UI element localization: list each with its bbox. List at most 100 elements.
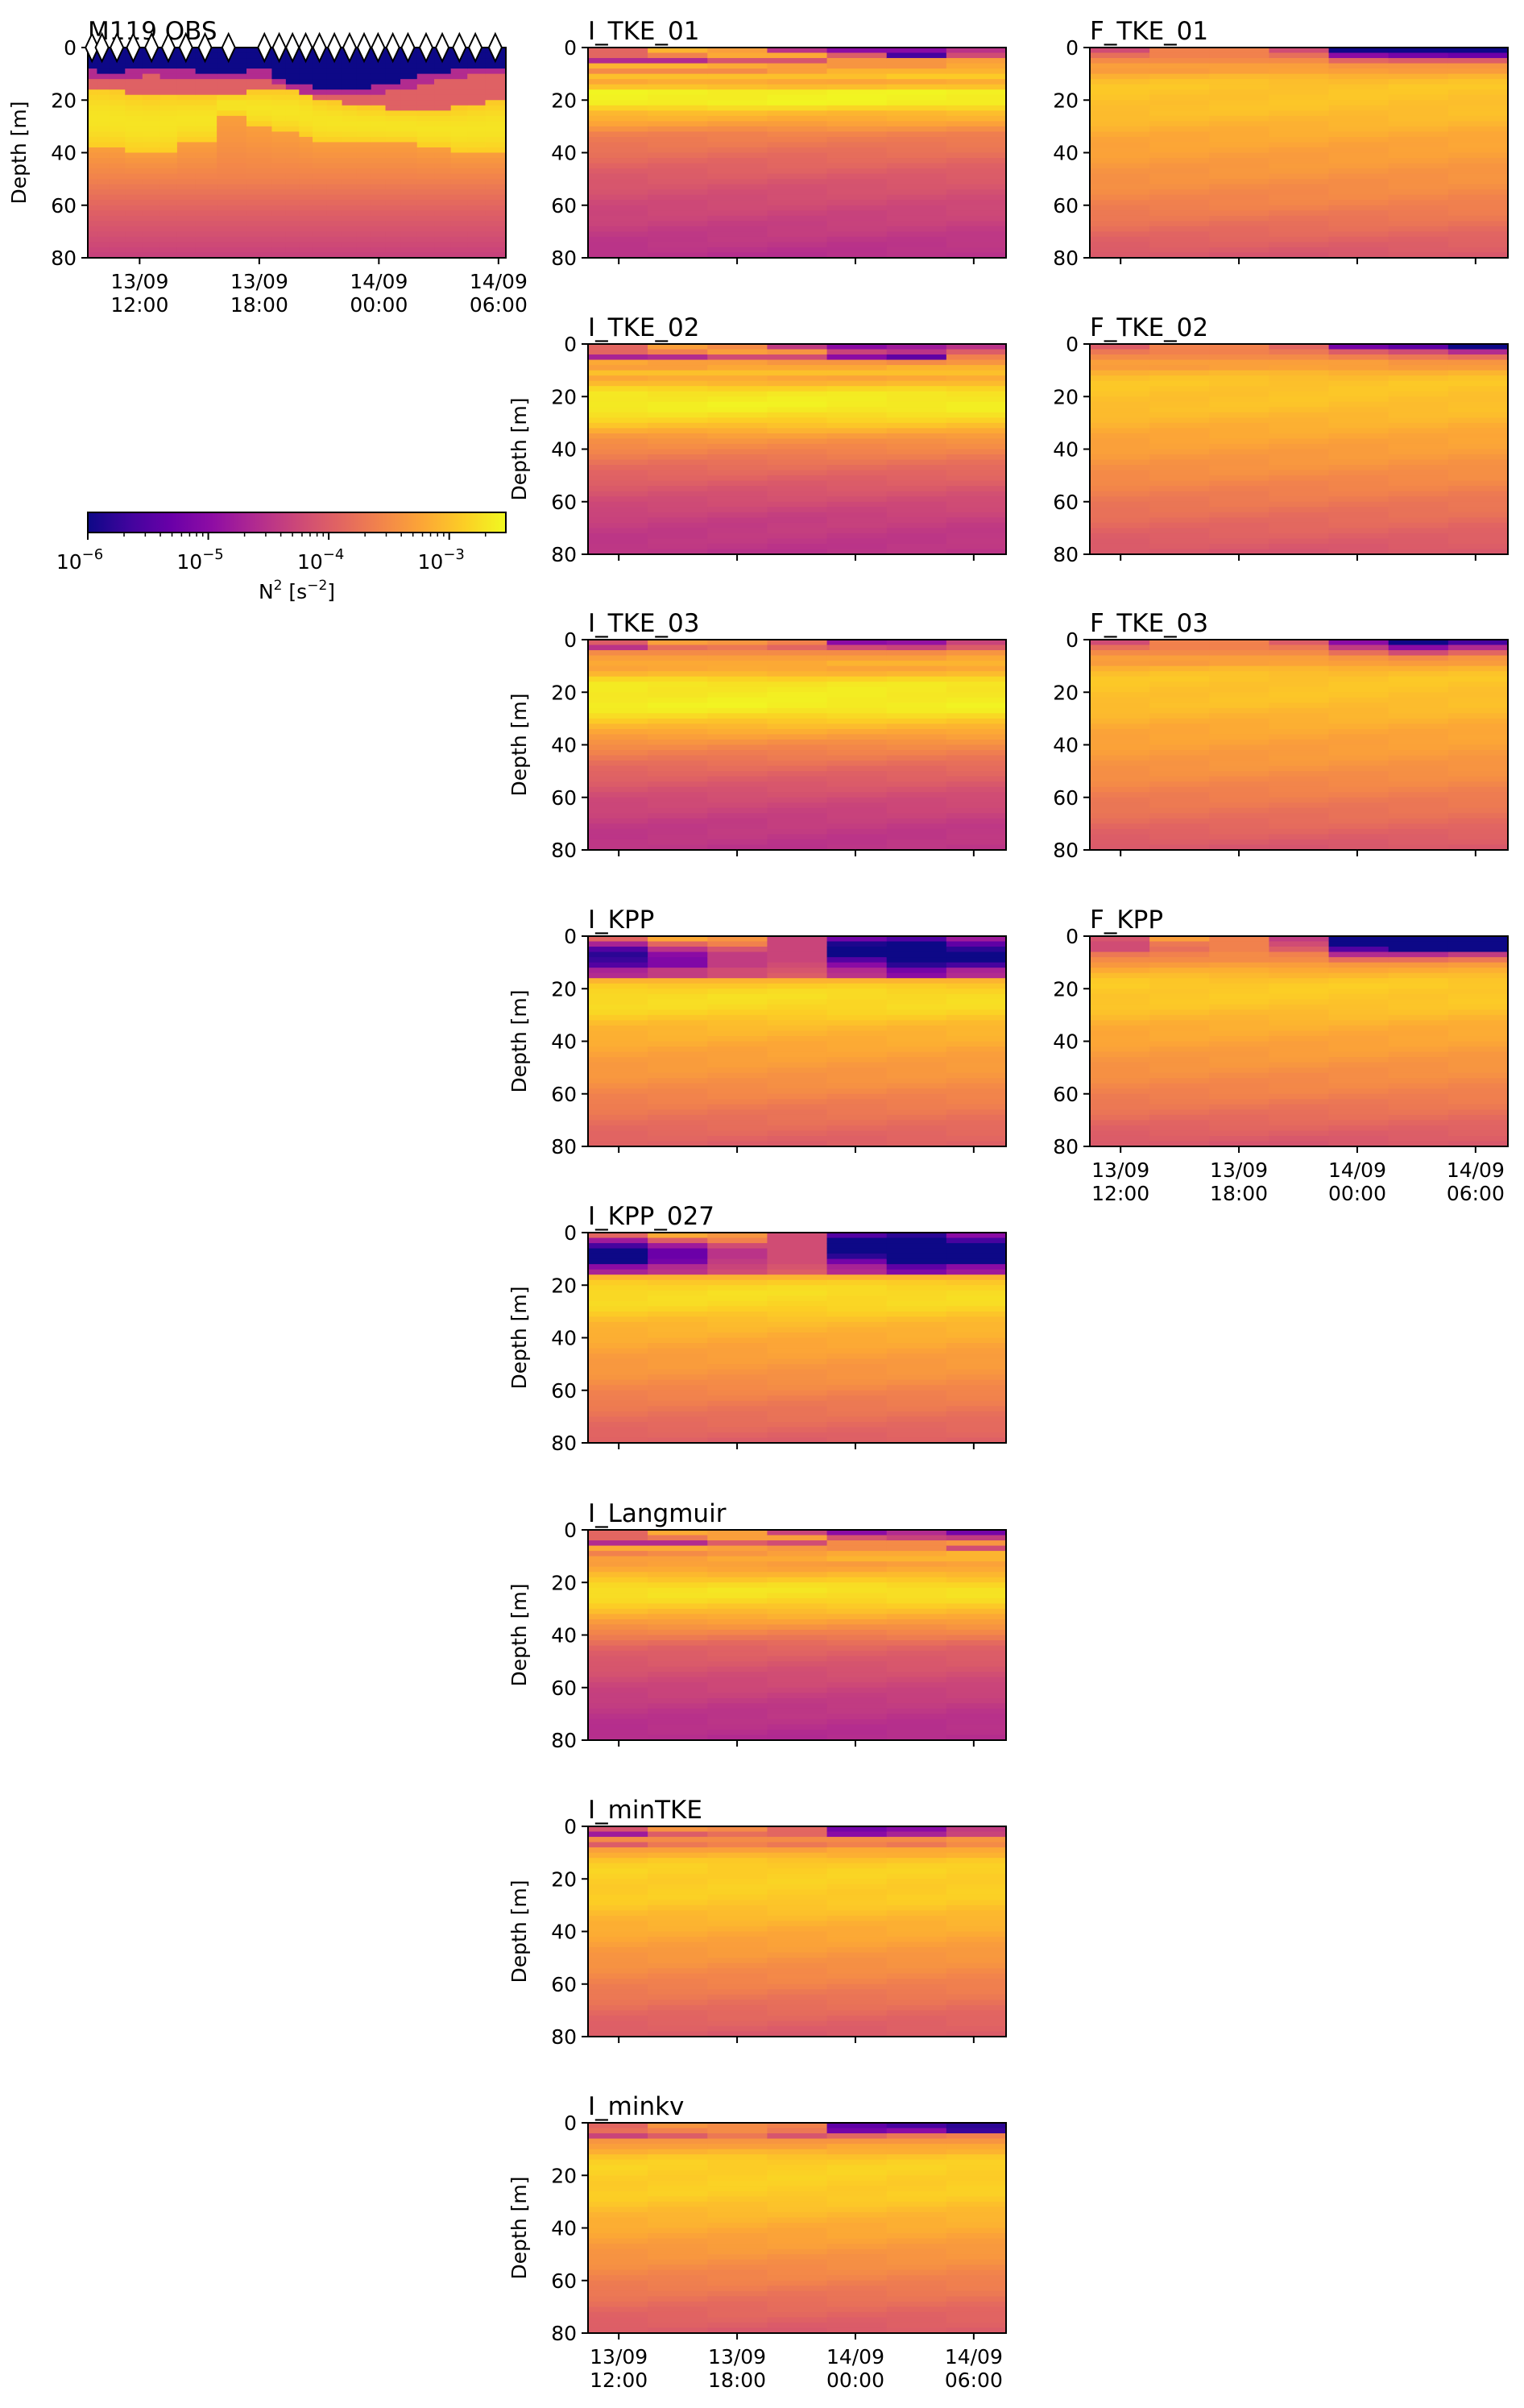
- heatmap-cell: [648, 1135, 708, 1142]
- heatmap-cell: [946, 823, 1007, 830]
- heatmap-cell: [826, 2010, 888, 2016]
- heatmap-cell: [767, 2327, 828, 2334]
- heatmap-cell: [886, 1714, 947, 1720]
- heatmap-cell: [707, 1421, 768, 1428]
- heatmap-cell: [588, 375, 648, 382]
- heatmap-cell: [648, 517, 708, 524]
- heatmap-cell: [97, 79, 110, 85]
- heatmap-cell: [1388, 84, 1449, 90]
- heatmap-cell: [886, 2186, 947, 2192]
- heatmap-cell: [648, 2269, 708, 2276]
- heatmap-cell: [707, 68, 768, 75]
- heatmap-cell: [1269, 839, 1330, 846]
- heatmap-cell: [1388, 386, 1449, 392]
- heatmap-cell: [1269, 1062, 1330, 1068]
- heatmap-cell: [946, 491, 1007, 497]
- heatmap-cell: [588, 1724, 648, 1730]
- heatmap-cell: [159, 189, 178, 196]
- x-tick-time: 12:00: [1091, 1182, 1149, 1205]
- heatmap-cell: [1209, 1109, 1270, 1116]
- heatmap-cell: [826, 1437, 888, 1444]
- heatmap-cell: [767, 1651, 828, 1657]
- heatmap-cell: [886, 792, 947, 798]
- heatmap-cell: [1149, 210, 1210, 217]
- heatmap-cell: [1388, 507, 1449, 513]
- heatmap-cell: [1328, 941, 1389, 947]
- heatmap-cell: [326, 221, 343, 227]
- heatmap-cell: [434, 79, 452, 85]
- heatmap-cell: [1269, 697, 1330, 703]
- heatmap-cell: [1388, 707, 1449, 714]
- heatmap-cell: [1328, 661, 1389, 667]
- heatmap-cell: [356, 105, 372, 111]
- heatmap-cell: [1388, 459, 1449, 466]
- heatmap-cell: [1209, 412, 1270, 418]
- heatmap-cell: [326, 105, 343, 111]
- heatmap-cell: [767, 1062, 828, 1068]
- heatmap-cell: [1328, 993, 1389, 1000]
- heatmap-cell: [385, 100, 401, 106]
- heatmap-cell: [1447, 1009, 1509, 1016]
- heatmap-cell: [1090, 1020, 1150, 1026]
- heatmap-cell: [707, 723, 768, 730]
- heatmap-cell: [467, 205, 487, 211]
- heatmap-cell: [1447, 52, 1509, 59]
- heatmap-cell: [1209, 396, 1270, 403]
- heatmap-cell: [1269, 686, 1330, 693]
- heatmap-cell: [588, 2144, 648, 2150]
- heatmap-cell: [588, 936, 648, 943]
- heatmap-cell: [588, 1530, 648, 1536]
- heatmap-cell: [1090, 1025, 1150, 1032]
- heatmap-cell: [946, 131, 1007, 138]
- heatmap-cell: [588, 1826, 648, 1833]
- heatmap-cell: [1149, 1020, 1210, 1026]
- heatmap-cell: [767, 1979, 828, 1985]
- heatmap-cell: [1090, 1057, 1150, 1063]
- heatmap-cell: [159, 194, 178, 201]
- heatmap-cell: [648, 512, 708, 518]
- heatmap-cell: [946, 828, 1007, 835]
- heatmap-cell: [299, 215, 313, 222]
- heatmap-cell: [1328, 470, 1389, 476]
- heatmap-cell: [767, 718, 828, 724]
- heatmap-cell: [1269, 380, 1330, 387]
- heatmap-cell: [588, 1125, 648, 1132]
- heatmap-cell: [109, 179, 126, 185]
- heatmap-cell: [826, 110, 888, 117]
- heatmap-cell: [142, 242, 161, 248]
- heatmap-cell: [588, 226, 648, 232]
- heatmap-cell: [1090, 1004, 1150, 1010]
- heatmap-cell: [886, 2190, 947, 2197]
- heatmap-cell: [588, 2159, 648, 2166]
- heatmap-cell: [1149, 697, 1210, 703]
- heatmap-cell: [588, 1327, 648, 1333]
- heatmap-cell: [1269, 1030, 1330, 1037]
- heatmap-cell: [886, 58, 947, 64]
- heatmap-cell: [1090, 486, 1150, 492]
- heatmap-cell: [946, 2175, 1007, 2182]
- heatmap-cell: [1388, 475, 1449, 482]
- heatmap-cell: [767, 1099, 828, 1105]
- heatmap-cell: [88, 89, 97, 96]
- heatmap-cell: [588, 1889, 648, 1896]
- heatmap-cell: [1090, 1041, 1150, 1047]
- heatmap-cell: [946, 247, 1007, 254]
- heatmap-cell: [588, 1947, 648, 1954]
- heatmap-cell: [767, 839, 828, 846]
- heatmap-cell: [1209, 126, 1270, 132]
- heatmap-cell: [125, 247, 143, 254]
- heatmap-cell: [1149, 828, 1210, 835]
- heatmap-cell: [1090, 365, 1150, 371]
- heatmap-cell: [1149, 200, 1210, 206]
- heatmap-cell: [826, 375, 888, 382]
- heatmap-cell: [946, 200, 1007, 206]
- heatmap-cell: [767, 501, 828, 508]
- heatmap-cell: [767, 765, 828, 772]
- heatmap-cell: [1209, 401, 1270, 408]
- panel-title: F_TKE_01: [1090, 17, 1208, 46]
- heatmap-cell: [886, 1395, 947, 1402]
- heatmap-cell: [1269, 84, 1330, 90]
- heatmap-cell: [1328, 475, 1389, 482]
- heatmap-cell: [588, 470, 648, 476]
- heatmap-cell: [416, 194, 435, 201]
